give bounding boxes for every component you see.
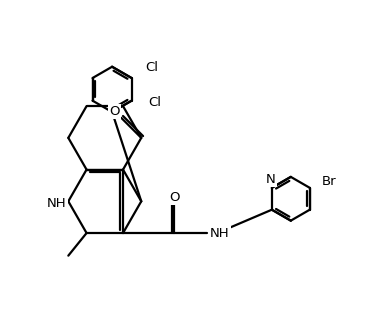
Text: Br: Br — [322, 175, 336, 188]
Text: Cl: Cl — [145, 61, 158, 74]
Text: NH: NH — [47, 197, 66, 210]
Text: O: O — [109, 105, 120, 118]
Text: Cl: Cl — [148, 96, 161, 109]
Text: N: N — [266, 173, 276, 186]
Text: NH: NH — [210, 227, 229, 240]
Text: O: O — [169, 191, 179, 204]
